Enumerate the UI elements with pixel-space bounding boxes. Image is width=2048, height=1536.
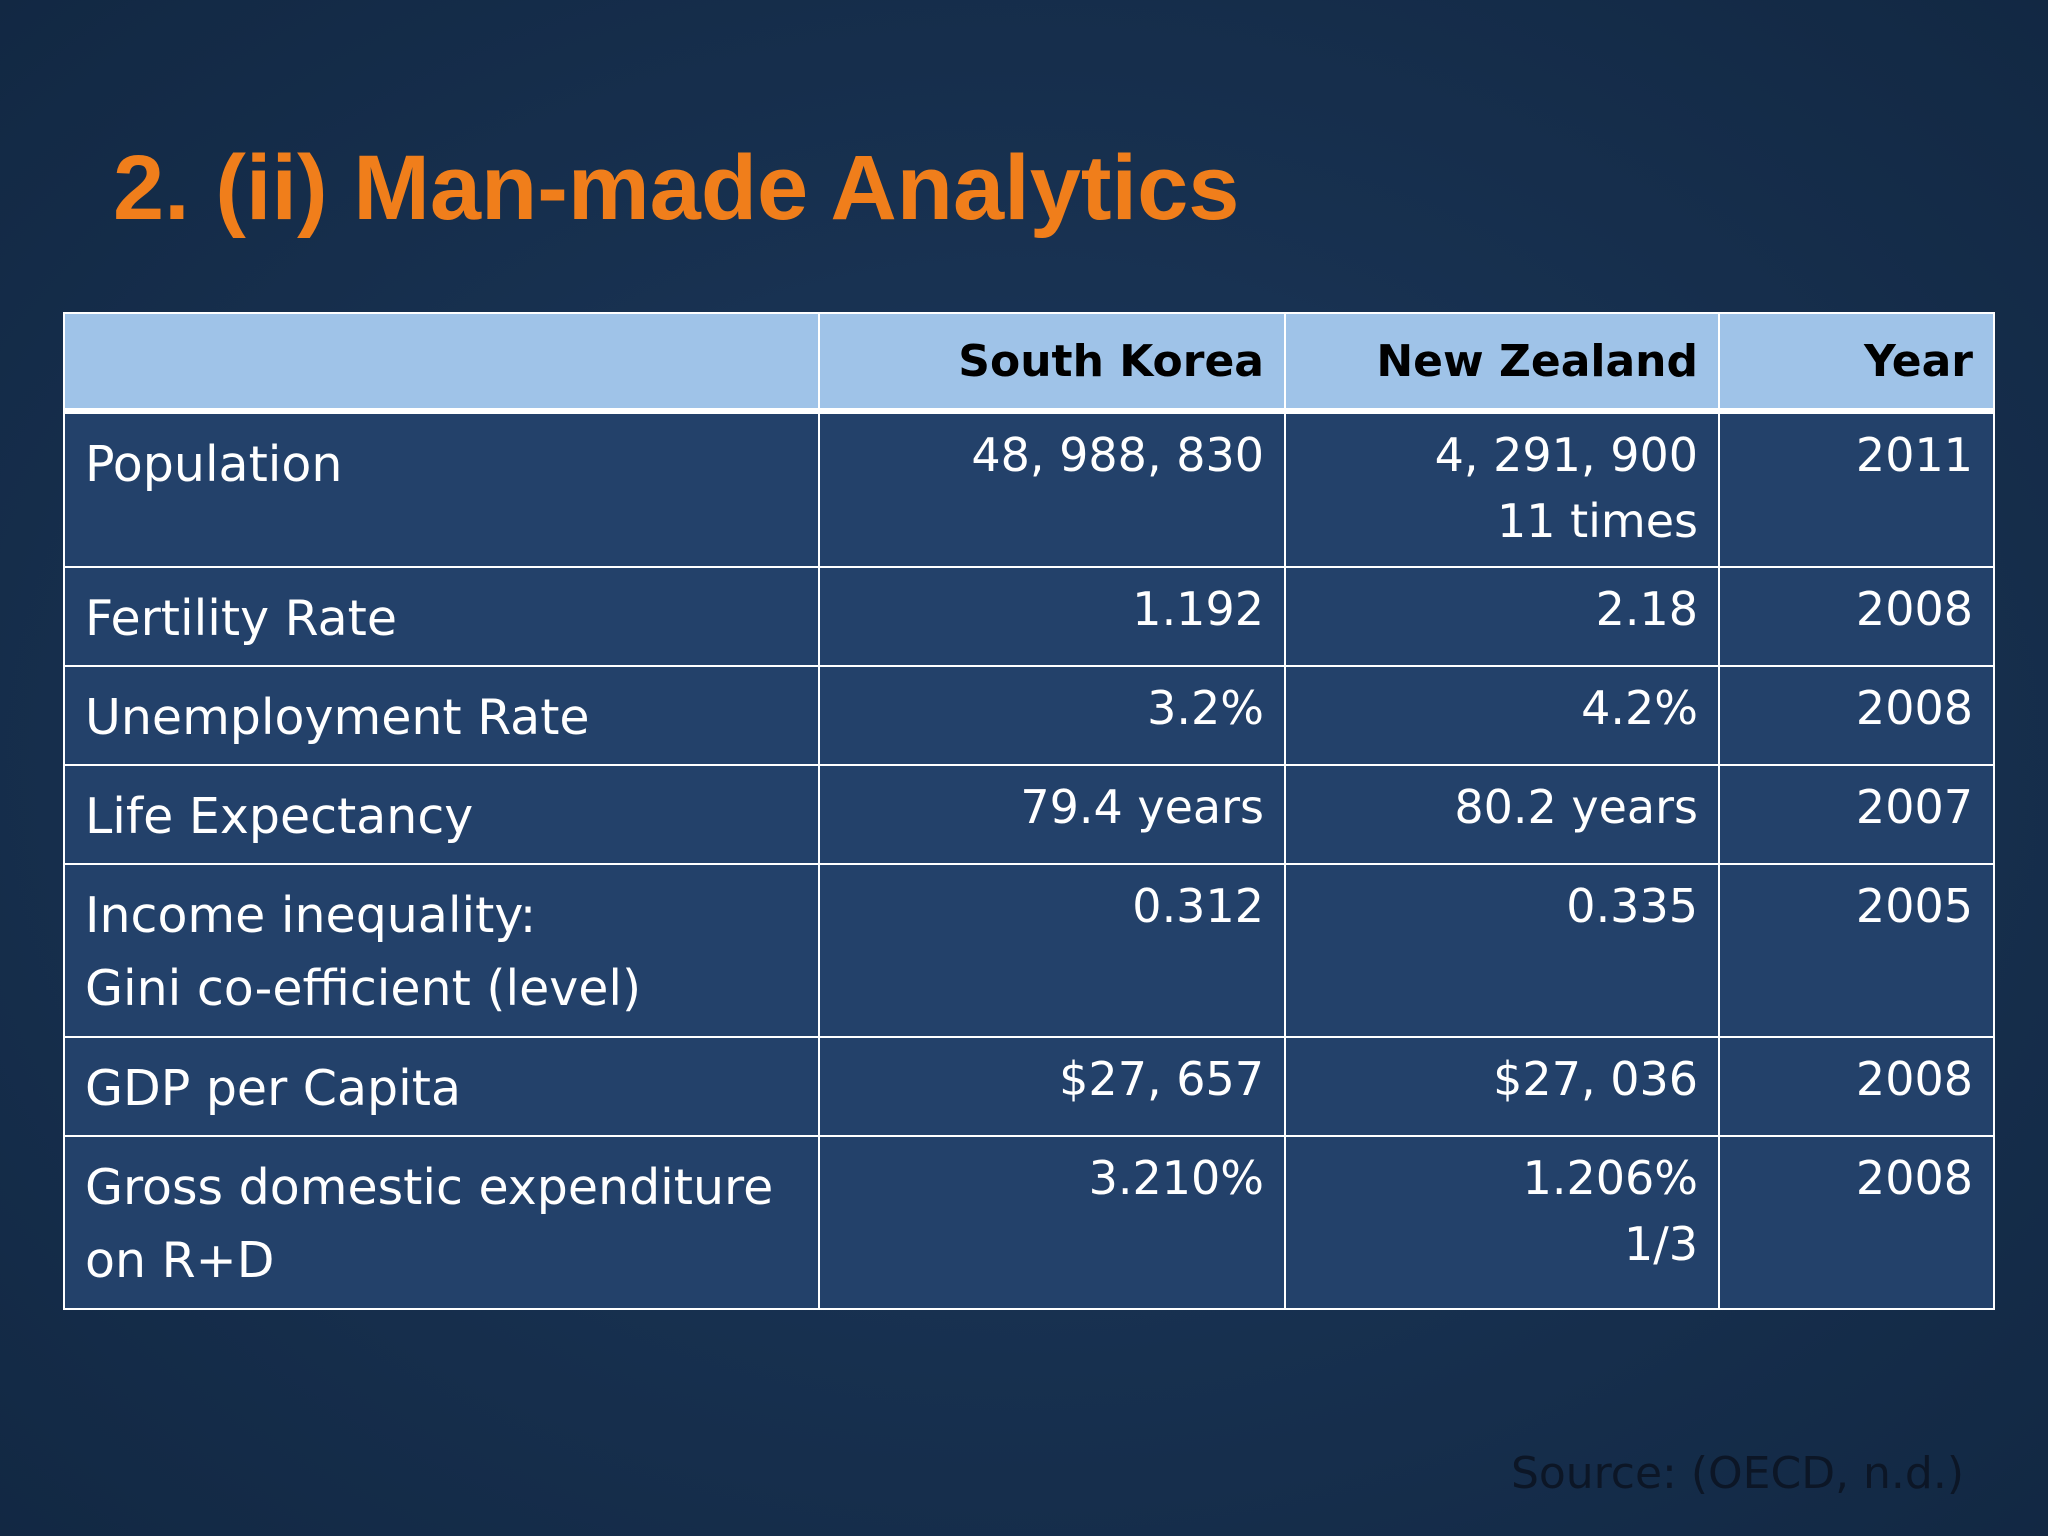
new-zealand-value-cell: $27, 036 [1284, 1036, 1720, 1137]
row-label-cell-line: Unemployment Rate [85, 689, 590, 746]
new-zealand-value-cell-line: $27, 036 [1493, 1052, 1698, 1106]
row-label-cell-line: Fertility Rate [85, 590, 397, 647]
comparison-table: South Korea New Zealand Year Population 4… [63, 312, 1995, 1310]
row-label-cell: GDP per Capita [63, 1036, 820, 1137]
row-label-cell-line: on R+D [85, 1232, 275, 1289]
year-value-cell: 2008 [1718, 665, 1995, 766]
south-korea-value-cell-line: 3.2% [1147, 681, 1264, 735]
new-zealand-value-cell: 4, 291, 900 11 times [1284, 410, 1720, 568]
south-korea-value-cell-line: 3.210% [1088, 1151, 1264, 1205]
new-zealand-value-cell-line: 4.2% [1581, 681, 1698, 735]
header-cell-year: Year [1718, 312, 1995, 414]
new-zealand-value-cell-line: 1/3 [1623, 1217, 1698, 1271]
table-row: Gross domestic expenditure on R+D 3.210% 1.… [63, 1135, 1995, 1310]
header-cell-new-zealand: New Zealand [1284, 312, 1720, 414]
row-label-cell: Gross domestic expenditure on R+D [63, 1135, 820, 1310]
table-header: South Korea New Zealand Year [63, 312, 1995, 414]
row-label-cell-line: Gross domestic expenditure [85, 1159, 774, 1216]
south-korea-value-cell: 3.2% [818, 665, 1286, 766]
south-korea-value-cell-line: 1.192 [1132, 582, 1264, 636]
year-value-cell: 2011 [1718, 410, 1995, 568]
row-label-cell-line: Gini co-efficient (level) [85, 960, 642, 1017]
row-label-cell-line: Population [85, 436, 343, 493]
table-row: GDP per Capita $27, 657 $27, 036 2008 [63, 1036, 1995, 1137]
table-header-row: South Korea New Zealand Year [63, 312, 1995, 414]
new-zealand-value-cell-line: 0.335 [1566, 879, 1698, 933]
row-label-cell: Life Expectancy [63, 764, 820, 865]
comparison-table-container: South Korea New Zealand Year Population 4… [63, 312, 1995, 1310]
year-value-cell: 2007 [1718, 764, 1995, 865]
table-row: Life Expectancy 79.4 years 80.2 years 2007 [63, 764, 1995, 865]
year-value-cell: 2008 [1718, 566, 1995, 667]
south-korea-value-cell: 48, 988, 830 [818, 410, 1286, 568]
new-zealand-value-cell-line: 1.206% [1522, 1151, 1698, 1205]
new-zealand-value-cell: 0.335 [1284, 863, 1720, 1038]
new-zealand-value-cell-line: 4, 291, 900 [1434, 428, 1698, 482]
year-value-cell: 2005 [1718, 863, 1995, 1038]
new-zealand-value-cell-line: 11 times [1496, 494, 1698, 548]
table-row: Income inequality: Gini co-efficient (lev… [63, 863, 1995, 1038]
table-row: Population 48, 988, 830 4, 291, 900 11 time… [63, 410, 1995, 568]
new-zealand-value-cell: 80.2 years [1284, 764, 1720, 865]
south-korea-value-cell: 0.312 [818, 863, 1286, 1038]
south-korea-value-cell: 1.192 [818, 566, 1286, 667]
table-row: Fertility Rate 1.192 2.18 2008 [63, 566, 1995, 667]
year-value-cell: 2008 [1718, 1036, 1995, 1137]
row-label-cell: Fertility Rate [63, 566, 820, 667]
south-korea-value-cell: 3.210% [818, 1135, 1286, 1310]
header-cell-south-korea: South Korea [818, 312, 1286, 414]
south-korea-value-cell: $27, 657 [818, 1036, 1286, 1137]
table-row: Unemployment Rate 3.2% 4.2% 2008 [63, 665, 1995, 766]
slide-title: 2. (ii) Man-made Analytics [113, 137, 1240, 239]
year-value-cell: 2008 [1718, 1135, 1995, 1310]
row-label-cell-line: Life Expectancy [85, 788, 474, 845]
south-korea-value-cell-line: 0.312 [1132, 879, 1264, 933]
south-korea-value-cell-line: 48, 988, 830 [971, 428, 1264, 482]
new-zealand-value-cell-line: 2.18 [1595, 582, 1698, 636]
header-cell-indicator [63, 312, 820, 414]
row-label-cell: Unemployment Rate [63, 665, 820, 766]
row-label-cell: Income inequality: Gini co-efficient (lev… [63, 863, 820, 1038]
south-korea-value-cell: 79.4 years [818, 764, 1286, 865]
new-zealand-value-cell: 2.18 [1284, 566, 1720, 667]
south-korea-value-cell-line: $27, 657 [1059, 1052, 1264, 1106]
new-zealand-value-cell: 1.206% 1/3 [1284, 1135, 1720, 1310]
source-citation: Source: (OECD, n.d.) [1510, 1448, 1964, 1499]
row-label-cell-line: GDP per Capita [85, 1060, 461, 1117]
table-body: Population 48, 988, 830 4, 291, 900 11 time… [63, 410, 1995, 1310]
row-label-cell: Population [63, 410, 820, 568]
row-label-cell-line: Income inequality: [85, 887, 537, 944]
new-zealand-value-cell-line: 80.2 years [1454, 780, 1698, 834]
new-zealand-value-cell: 4.2% [1284, 665, 1720, 766]
south-korea-value-cell-line: 79.4 years [1020, 780, 1264, 834]
